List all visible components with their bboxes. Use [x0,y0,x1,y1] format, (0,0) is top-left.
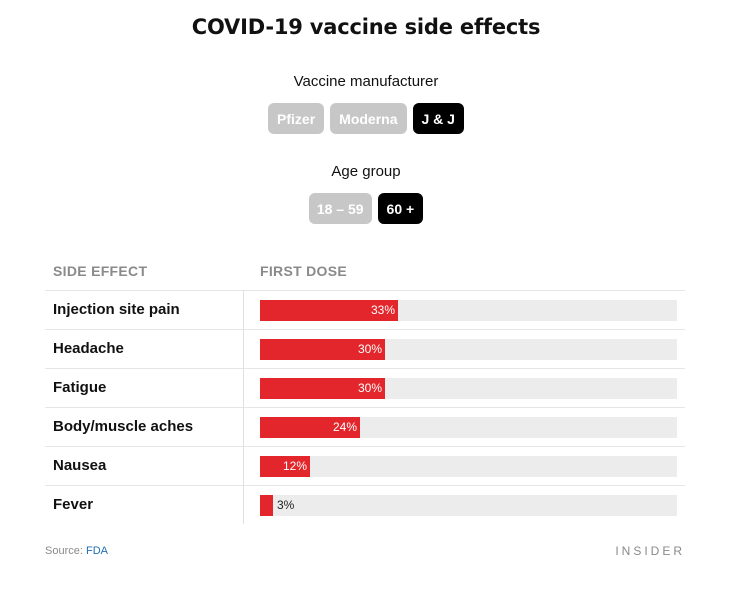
source-prefix: Source: [45,545,86,557]
age-group-label: Age group [331,163,401,180]
bar-value-label: 12% [282,459,307,473]
source-note: Source: FDA [45,545,108,557]
source-link[interactable]: FDA [85,545,108,557]
bar [260,339,385,360]
chart-title: COVID-19 vaccine side effects [191,15,541,39]
table-row: Fatigue 30% [45,368,685,407]
table-row: Headache 30% [45,329,685,368]
bar-track: 30% [260,339,677,360]
manufacturer-label: Vaccine manufacturer [293,73,439,90]
bar-value-label: 30% [357,381,382,395]
bar [260,456,310,477]
moderna-button[interactable]: Moderna [330,103,407,134]
bar [260,417,360,438]
bar-track: 30% [260,378,677,399]
table-row: Body/muscle aches 24% [45,407,685,446]
bar-track: 24% [260,417,677,438]
bar-track: 3% [260,495,677,516]
side-effect-label: Nausea [53,457,107,474]
side-effect-label: Fatigue [53,379,107,396]
insider-logo: INSIDER [615,544,685,558]
bar-value-label: 30% [357,342,382,356]
first-dose-header: FIRST DOSE [260,263,348,279]
bar [260,300,398,321]
age-group-buttons: 18 – 59 60 + [0,193,732,224]
table-row: Injection site pain 33% [45,290,685,329]
table-row: Nausea 12% [45,446,685,485]
bar-value-label: 24% [332,420,357,434]
pfizer-button[interactable]: Pfizer [268,103,325,134]
bar [260,495,273,516]
side-effect-label: Fever [53,496,94,513]
side-effect-header: SIDE EFFECT [53,263,148,279]
side-effect-label: Headache [53,340,124,357]
side-effect-label: Injection site pain [53,301,180,318]
age-60-plus-button[interactable]: 60 + [377,193,424,224]
bar-track: 33% [260,300,677,321]
table-row: Fever 3% [45,485,685,524]
bar [260,378,385,399]
side-effects-table: Injection site pain 33% Headache 30% Fatigue… [45,290,685,524]
jj-button[interactable]: J & J [412,103,464,134]
side-effect-label: Body/muscle aches [53,418,194,435]
bar-value-label: 33% [370,303,395,317]
bar-value-label: 3% [277,498,295,512]
bar-track: 12% [260,456,677,477]
manufacturer-buttons: Pfizer Moderna J & J [0,103,732,134]
age-18-59-button[interactable]: 18 – 59 [308,193,372,224]
